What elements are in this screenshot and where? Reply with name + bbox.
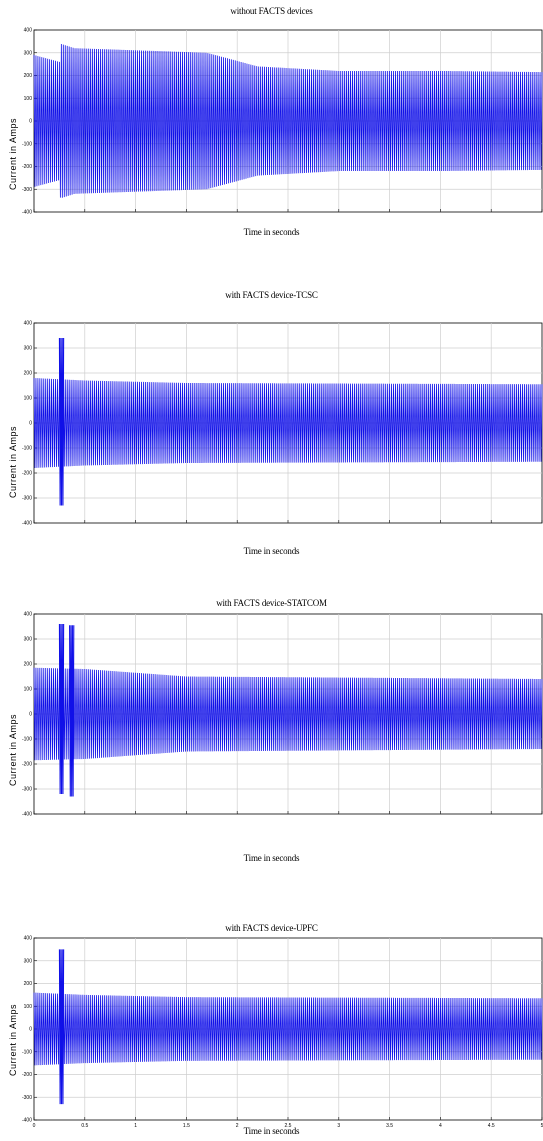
y-tick-label: -400 [22, 812, 32, 818]
x-tick-label: 1 [134, 1123, 137, 1129]
y-tick-label: 100 [24, 396, 33, 402]
chart-title-4: with FACTS device-UPFC [225, 923, 318, 933]
y-tick-label: 100 [24, 687, 33, 693]
transient-spike-3-2 [69, 625, 75, 797]
transient-spike-4-1 [58, 949, 65, 1105]
x-tick-label: 4 [439, 1123, 442, 1129]
y-tick-label: 400 [24, 936, 33, 942]
y-tick-label: -300 [22, 1095, 32, 1101]
y-tick-label: -400 [22, 1118, 32, 1124]
x-axis-label-3: Time in seconds [243, 853, 300, 863]
y-tick-label: 300 [24, 637, 33, 643]
y-tick-label: -200 [22, 1072, 32, 1078]
chart-title-1: without FACTS devices [230, 6, 313, 16]
y-tick-label: 100 [24, 96, 33, 102]
y-tick-label: 0 [29, 421, 32, 427]
x-tick-label: 4.5 [488, 1123, 495, 1129]
y-tick-label: 0 [29, 1027, 32, 1033]
y-tick-label: -100 [22, 141, 32, 147]
x-tick-label: 5 [541, 1123, 543, 1129]
y-tick-label: 400 [24, 612, 33, 618]
chart-title-3: with FACTS device-STATCOM [216, 598, 327, 608]
x-axis-label-4: Time in seconds [243, 1126, 300, 1136]
y-tick-label: -300 [22, 787, 32, 793]
series-waveform-2 [33, 377, 543, 468]
y-tick-label: 0 [29, 119, 32, 125]
series-waveform-3 [33, 667, 543, 761]
transient-spike-3-1 [58, 623, 65, 795]
x-tick-label: 1.5 [183, 1123, 190, 1129]
y-tick-label: 100 [24, 1004, 33, 1010]
y-tick-label: 400 [24, 321, 33, 327]
y-tick-label: 300 [24, 346, 33, 352]
transient-spike-2-1 [58, 337, 65, 506]
y-tick-label: -300 [22, 496, 32, 502]
y-tick-label: 200 [24, 981, 33, 987]
x-tick-label: 0 [33, 1123, 36, 1129]
x-tick-label: 3 [337, 1123, 340, 1129]
y-tick-label: -400 [22, 521, 32, 527]
y-tick-label: -300 [22, 187, 32, 193]
y-tick-label: -100 [22, 737, 32, 743]
y-tick-label: -200 [22, 164, 32, 170]
y-tick-label: 300 [24, 958, 33, 964]
y-tick-label: -100 [22, 446, 32, 452]
y-tick-label: 200 [24, 371, 33, 377]
y-tick-label: -400 [22, 210, 32, 216]
series-waveform-4 [33, 992, 543, 1066]
y-tick-label: 200 [24, 73, 33, 79]
y-tick-label: 0 [29, 712, 32, 718]
x-tick-label: 0.5 [81, 1123, 88, 1129]
x-axis-label-2: Time in seconds [243, 546, 300, 556]
x-axis-label-1: Time in seconds [243, 227, 300, 237]
series-waveform-1 [33, 43, 543, 198]
y-tick-label: 200 [24, 662, 33, 668]
y-tick-label: 400 [24, 28, 33, 34]
x-tick-label: 2 [236, 1123, 239, 1129]
y-tick-label: -200 [22, 471, 32, 477]
x-tick-label: 2.5 [285, 1123, 292, 1129]
y-tick-label: 300 [24, 50, 33, 56]
y-tick-label: -100 [22, 1049, 32, 1055]
x-tick-label: 3.5 [386, 1123, 393, 1129]
y-tick-label: -200 [22, 762, 32, 768]
chart-title-2: with FACTS device-TCSC [225, 290, 318, 300]
